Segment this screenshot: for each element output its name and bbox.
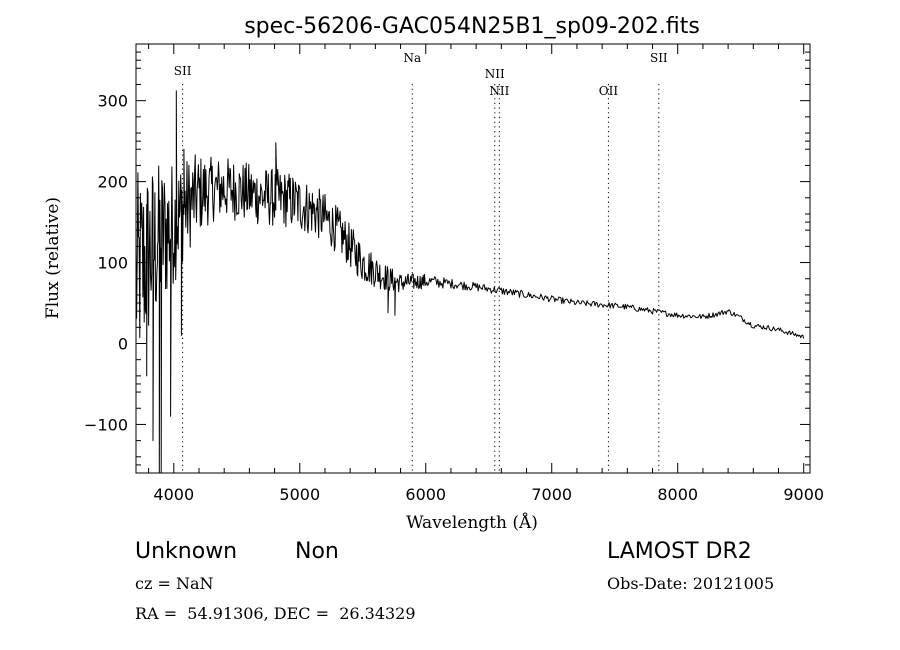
y-tick-label: 0: [118, 334, 128, 353]
spectrum-line: [135, 90, 805, 474]
x-tick-label: 8000: [657, 485, 698, 504]
y-tick-label: 300: [97, 92, 128, 111]
minor-ticks: [136, 44, 810, 473]
y-tick-label: 200: [97, 173, 128, 192]
x-axis-ticks: 4000 5000 6000 7000 8000 9000: [153, 44, 824, 504]
y-tick-label: 100: [97, 254, 128, 273]
object-type: Unknown: [135, 539, 238, 564]
plot-frame: [135, 43, 811, 474]
line-marker-label: Na: [403, 51, 421, 65]
survey-name: LAMOST DR2: [607, 539, 752, 564]
object-subclass: Non: [295, 539, 339, 564]
y-axis-ticks: −100 0 100 200 300: [84, 92, 810, 434]
y-axis-label: Flux (relative): [43, 197, 63, 319]
line-marker-label: NII: [485, 67, 505, 81]
line-marker-label: NII: [489, 84, 509, 98]
y-tick-label: −100: [84, 415, 128, 434]
line-marker-label: SII: [174, 64, 192, 78]
obs-date: Obs-Date: 20121005: [607, 574, 775, 593]
chart-title: spec-56206-GAC054N25B1_sp09-202.fits: [244, 14, 700, 39]
coordinates: RA = 54.91306, DEC = 26.34329: [135, 604, 416, 623]
x-tick-label: 9000: [783, 485, 824, 504]
x-tick-label: 7000: [531, 485, 572, 504]
line-markers: SII Na NII NII OII SII: [174, 51, 668, 473]
redshift-text: cz = NaN: [135, 574, 214, 593]
x-tick-label: 4000: [153, 485, 194, 504]
line-marker-label: SII: [650, 51, 668, 65]
line-marker-label: OII: [599, 84, 619, 98]
x-axis-label: Wavelength (Å): [406, 512, 538, 533]
x-tick-label: 5000: [279, 485, 320, 504]
x-tick-label: 6000: [405, 485, 446, 504]
